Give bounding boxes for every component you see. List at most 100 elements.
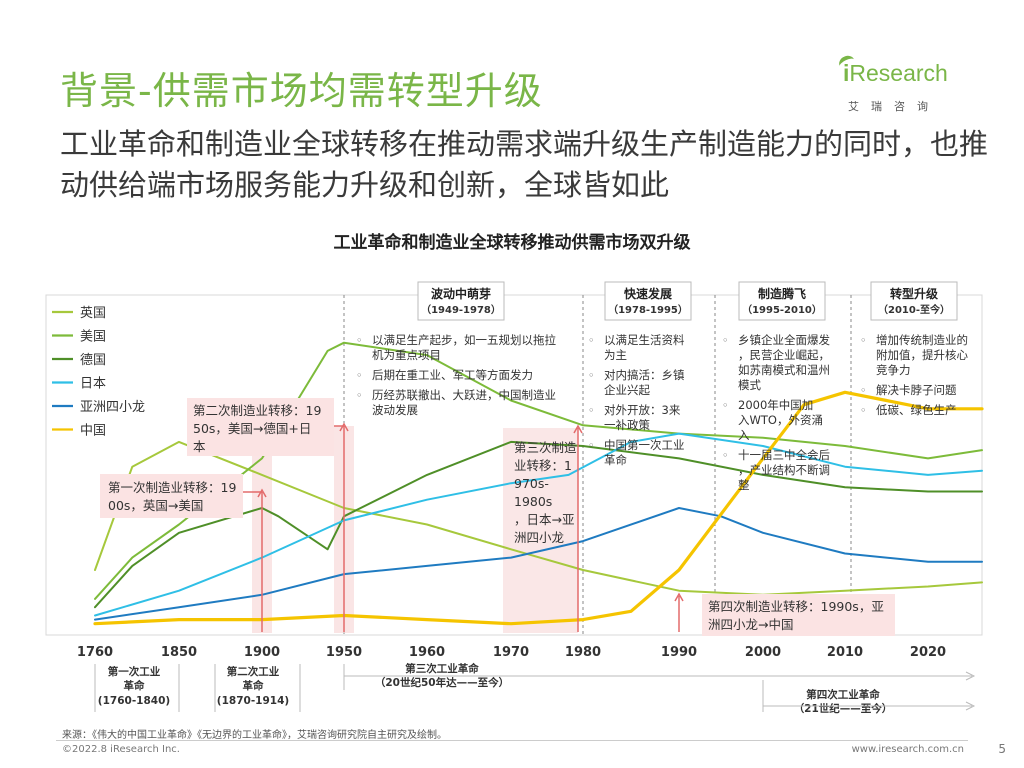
svg-text:机为重点项目: 机为重点项目 [372,348,441,362]
svg-text:2000年中国加: 2000年中国加 [738,398,813,412]
svg-text:本: 本 [193,439,206,454]
svg-text:中国第一次工业: 中国第一次工业 [604,438,685,452]
svg-text:附加值，提升核心: 附加值，提升核心 [876,348,968,362]
svg-text:50s，美国→德国+日: 50s，美国→德国+日 [193,421,311,436]
phase-bullet-icon: ◦ [356,389,363,402]
legend-label-uk: 英国 [80,306,106,321]
svg-text:十一届三中全会后: 十一届三中全会后 [738,448,830,462]
annotation-first-transfer: 第一次制造业转移：19 00s，英国→美国 [108,480,236,513]
x-tick-label-1980: 1980 [565,645,601,660]
iresearch-logo: iResearch 艾瑞咨询 [836,53,973,118]
phase-bullet-icon: ◦ [722,399,729,412]
svg-text:历经苏联撤出、大跃进，中国制造业: 历经苏联撤出、大跃进，中国制造业 [372,388,556,402]
svg-text:，产业结构不断调: ，产业结构不断调 [738,463,830,477]
phase-bullet-icon: ◦ [860,334,867,347]
phase-bullet-icon: ◦ [356,369,363,382]
annotation-box-4 [702,594,895,636]
series-line-de [94,440,983,609]
svg-text:对内搞活：乡镇: 对内搞活：乡镇 [604,368,685,382]
arrow-first-head-icon [257,488,267,498]
revolution-name-0-a: 第一次工业 [108,665,161,678]
revolution-name-1-b: 革命 [243,679,264,692]
svg-text:以满足生活资料: 以满足生活资料 [604,333,685,347]
legend-label-cn: 中国 [80,424,106,439]
arrow-second-head-icon [339,422,349,432]
x-tick-label-1900: 1900 [244,645,280,660]
revolution-range-2: （20世纪50年达——至今） [375,676,509,689]
phase-bullet-icon: ◦ [860,404,867,417]
annotation-box-1 [100,474,243,518]
svg-text:第三次制造: 第三次制造 [514,440,577,455]
revolution-name-1-a: 第二次工业 [227,665,280,678]
phase-title-2: 制造腾飞 [758,286,806,301]
phase-bullet-icon: ◦ [588,369,595,382]
revolution-arrow-head-icon [965,701,976,711]
phase-0-item-1: 后期在重工业、军工等方面发力 [372,368,533,382]
svg-text:业转移：1: 业转移：1 [514,458,572,473]
svg-text:革命: 革命 [604,453,627,467]
svg-text:970s-: 970s- [514,476,549,491]
series-line-uk [94,440,983,596]
phase-header-box-3 [870,281,958,321]
revolution-range-3: （21世纪——至今） [794,702,893,715]
phase-range-3: （2010-至今） [878,303,950,316]
svg-text:企业兴起: 企业兴起 [604,383,650,397]
legend-label-asia4: 亚洲四小龙 [80,400,145,415]
footer-divider [56,740,968,741]
svg-text:第二次制造业转移：19: 第二次制造业转移：19 [193,403,321,418]
revolution-range-1: (1870-1914) [217,695,289,707]
phase-header-box-0 [417,281,505,321]
legend-label-us: 美国 [80,330,106,345]
svg-text:入WTO，外资涌: 入WTO，外资涌 [738,413,823,427]
logo-wordmark: iResearch [843,60,948,86]
annotation-box-2 [187,398,334,456]
svg-text:对外开放：3来: 对外开放：3来 [604,403,681,417]
annotation-second-transfer: 第二次制造业转移：19 50s，美国→德国+日本 [193,403,321,454]
arrow-fourth-head-icon [674,592,684,602]
phase-range-0: （1949-1978） [421,303,501,316]
phase-title-0: 波动中萌芽 [431,286,491,301]
svg-text:1980s: 1980s [514,494,552,509]
phase-bullet-icon: ◦ [588,404,595,417]
x-tick-label-1990: 1990 [661,645,697,660]
svg-text:洲四小龙→中国: 洲四小龙→中国 [708,617,793,632]
phase-bullet-icon: ◦ [860,384,867,397]
page-number: 5 [998,742,1006,756]
copyright: ©2022.8 iResearch Inc. [62,744,180,755]
svg-text:入: 入 [738,428,750,442]
x-tick-label-1960: 1960 [409,645,445,660]
svg-text:00s，英国→美国: 00s，英国→美国 [108,498,203,513]
logo-subtitle: 艾瑞咨询 [848,100,940,113]
phase-3-item-2: 低碳、绿色生产 [876,403,957,417]
chart-title: 工业革命和制造业全球转移推动供需市场双升级 [333,233,691,253]
transfer-band-3 [503,428,578,633]
phase-bullet-icon: ◦ [722,334,729,347]
arrow-third-head-icon [573,424,583,434]
x-tick-label-2000: 2000 [745,645,781,660]
revolution-name-2: 第三次工业革命 [405,662,479,675]
svg-text:模式: 模式 [738,378,761,392]
series-line-cn [93,390,984,626]
x-tick-label-2020: 2020 [910,645,946,660]
x-tick-label-1950: 1950 [326,645,362,660]
revolution-range-0: (1760-1840) [98,695,170,707]
footer-url: www.iresearch.com.cn [851,744,964,755]
svg-text:，民营企业崛起，: ，民营企业崛起， [738,348,830,362]
svg-text:增加传统制造业的: 增加传统制造业的 [876,333,968,347]
phase-title-1: 快速发展 [624,286,672,301]
svg-text:后期在重工业、军工等方面发力: 后期在重工业、军工等方面发力 [372,368,533,382]
revolution-name-0-b: 革命 [124,679,145,692]
svg-text:为主: 为主 [604,348,627,362]
svg-text:第一次制造业转移：19: 第一次制造业转移：19 [108,480,236,495]
phase-bullet-icon: ◦ [722,449,729,462]
svg-text:，日本→亚: ，日本→亚 [514,512,574,527]
